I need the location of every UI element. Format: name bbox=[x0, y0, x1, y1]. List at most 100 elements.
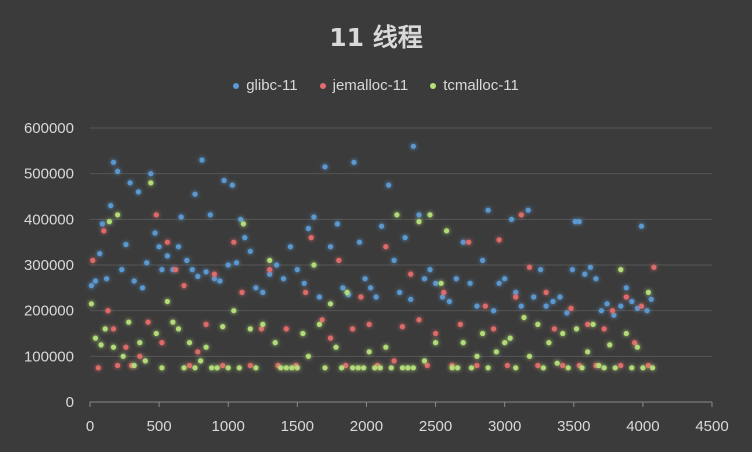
data-point bbox=[126, 319, 132, 325]
data-point bbox=[135, 189, 141, 195]
data-point bbox=[474, 353, 480, 359]
data-point bbox=[207, 212, 213, 218]
x-tick-label: 500 bbox=[147, 418, 172, 435]
data-point bbox=[195, 349, 201, 355]
data-point bbox=[123, 241, 129, 248]
data-point bbox=[316, 321, 322, 327]
data-point bbox=[491, 308, 497, 314]
data-point bbox=[148, 171, 154, 177]
grid-lines bbox=[90, 127, 712, 403]
data-point bbox=[383, 344, 389, 350]
chart-title: 11 线程 bbox=[329, 23, 423, 52]
y-tick-label: 400000 bbox=[24, 211, 74, 228]
data-point bbox=[98, 342, 104, 348]
data-point bbox=[361, 365, 367, 371]
data-point bbox=[294, 267, 300, 273]
data-point bbox=[513, 365, 519, 371]
data-point bbox=[399, 324, 405, 330]
data-point bbox=[568, 305, 574, 311]
data-point bbox=[274, 262, 280, 268]
data-point bbox=[242, 235, 248, 241]
data-point bbox=[579, 365, 585, 371]
data-point bbox=[421, 358, 428, 364]
data-point bbox=[301, 280, 307, 286]
data-point bbox=[115, 168, 121, 174]
data-point bbox=[333, 344, 339, 350]
data-point bbox=[343, 362, 349, 369]
data-point bbox=[410, 365, 416, 371]
data-point bbox=[358, 294, 364, 300]
data-point bbox=[156, 244, 162, 250]
data-point bbox=[433, 340, 439, 346]
data-point bbox=[131, 362, 137, 369]
data-point bbox=[366, 321, 372, 327]
data-point bbox=[604, 301, 610, 307]
data-point bbox=[468, 365, 475, 371]
data-point bbox=[170, 319, 176, 325]
data-point bbox=[438, 280, 444, 286]
data-point bbox=[238, 216, 244, 222]
data-point bbox=[283, 326, 289, 332]
data-point bbox=[377, 365, 383, 371]
data-point bbox=[467, 280, 473, 286]
data-point bbox=[178, 214, 184, 220]
data-point bbox=[373, 294, 379, 300]
data-point bbox=[308, 235, 314, 241]
data-point bbox=[402, 235, 408, 241]
data-point bbox=[368, 285, 374, 291]
data-point bbox=[186, 340, 193, 346]
data-point bbox=[546, 340, 552, 346]
data-point bbox=[305, 353, 311, 359]
data-point bbox=[502, 276, 508, 282]
legend-marker-glibc bbox=[233, 82, 240, 89]
data-point bbox=[198, 358, 204, 364]
data-point bbox=[327, 244, 334, 250]
data-point bbox=[203, 269, 209, 275]
data-point bbox=[441, 289, 447, 295]
data-point bbox=[582, 271, 588, 277]
data-point bbox=[137, 340, 143, 346]
data-point bbox=[366, 349, 372, 355]
data-point bbox=[267, 271, 273, 277]
data-point bbox=[287, 244, 293, 250]
data-point bbox=[247, 362, 253, 369]
data-point bbox=[601, 326, 607, 332]
data-point bbox=[480, 330, 486, 337]
data-point bbox=[108, 203, 114, 209]
data-point bbox=[322, 365, 328, 371]
data-point bbox=[192, 191, 198, 197]
data-point bbox=[550, 298, 556, 305]
data-point bbox=[203, 321, 209, 327]
data-point bbox=[634, 344, 641, 350]
data-point bbox=[102, 326, 108, 332]
data-point bbox=[598, 308, 605, 314]
data-point bbox=[618, 362, 624, 369]
data-point bbox=[203, 344, 209, 350]
data-points bbox=[88, 143, 657, 371]
data-point bbox=[482, 303, 488, 309]
data-point bbox=[416, 317, 422, 323]
data-point bbox=[518, 303, 524, 309]
data-point bbox=[607, 342, 613, 348]
data-point bbox=[115, 362, 121, 369]
data-point bbox=[260, 321, 266, 327]
data-point bbox=[184, 257, 190, 263]
data-point bbox=[543, 289, 549, 295]
data-point bbox=[99, 221, 105, 227]
data-point bbox=[327, 301, 334, 307]
x-tick-label: 4000 bbox=[626, 418, 659, 435]
legend: glibc-11 jemalloc-11 tcmalloc-11 bbox=[0, 77, 752, 94]
data-point bbox=[525, 207, 531, 213]
data-point bbox=[104, 276, 110, 282]
data-point bbox=[164, 239, 170, 245]
data-point bbox=[569, 267, 576, 273]
x-tick-label: 2500 bbox=[419, 418, 452, 435]
data-point bbox=[645, 362, 652, 369]
data-point bbox=[513, 294, 519, 300]
data-point bbox=[466, 239, 472, 245]
data-point bbox=[493, 349, 499, 355]
x-tick-label: 3000 bbox=[488, 418, 521, 435]
data-point bbox=[92, 335, 99, 341]
data-point bbox=[507, 335, 513, 341]
